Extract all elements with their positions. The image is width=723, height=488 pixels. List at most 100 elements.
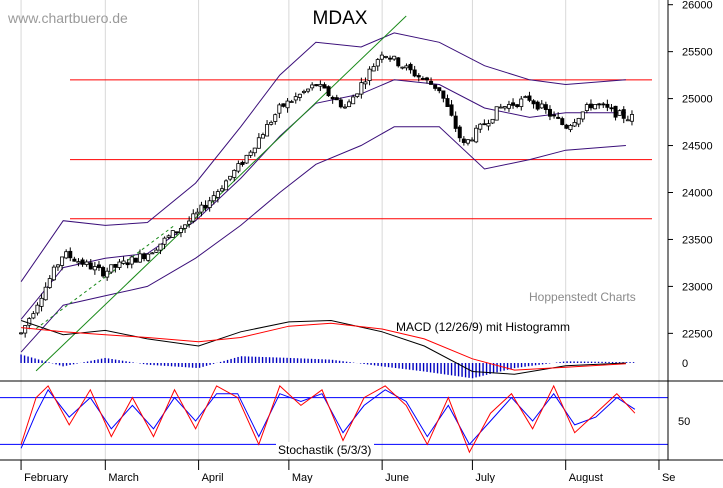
candle-body (515, 104, 520, 107)
candle-body (564, 124, 569, 129)
candle-body (248, 151, 253, 156)
candle-body (334, 97, 339, 101)
candle-body (412, 69, 417, 77)
stoch-label: Stochastik (5/3/3) (278, 443, 371, 457)
x-tick-label: Se (662, 472, 675, 483)
candle-body (478, 123, 483, 130)
candle-body (318, 83, 323, 87)
candle-body (178, 228, 183, 233)
candle-body (392, 55, 397, 60)
x-tick-label: February (24, 472, 69, 483)
candle-body (285, 100, 290, 109)
candle-body (330, 96, 335, 100)
candle-body (363, 81, 368, 85)
candle-body (72, 258, 77, 262)
candle-body (35, 304, 40, 314)
candle-body (375, 59, 380, 67)
candle-body (43, 286, 48, 301)
candle-body (224, 180, 229, 191)
candle-body (359, 82, 364, 95)
candle-body (19, 332, 24, 335)
candle-body (531, 100, 536, 105)
candle-body (326, 86, 331, 97)
candle-body (129, 256, 134, 265)
macd-tick-label: 0 (682, 358, 688, 370)
candle-body (203, 204, 208, 209)
candle-body (191, 213, 196, 222)
candle-body (527, 95, 532, 101)
candle-body (490, 118, 495, 124)
bollinger-upper-band (20, 32, 626, 282)
candle-body (342, 106, 347, 109)
credit-label: Hoppenstedt Charts (529, 290, 636, 304)
trendline (35, 15, 407, 372)
candle-body (158, 243, 163, 251)
candle-body (121, 260, 126, 264)
candle-body (400, 66, 405, 69)
candle-body (105, 270, 110, 278)
candle-body (379, 54, 384, 60)
candle-body (142, 253, 147, 260)
candle-body (506, 104, 511, 109)
candle-body (297, 93, 302, 98)
candle-body (322, 84, 327, 89)
candle-body (420, 78, 425, 80)
candle-body (256, 137, 261, 149)
candle-body (166, 235, 171, 238)
x-tick-label: April (202, 472, 224, 483)
candle-body (404, 65, 409, 69)
candle-body (23, 325, 28, 334)
candle-body (310, 84, 315, 89)
candle-body (273, 114, 278, 122)
candle-body (269, 121, 274, 125)
candle-body (96, 264, 101, 269)
candle-body (60, 256, 65, 266)
bollinger-middle-band (20, 79, 626, 320)
candle-body (293, 96, 298, 101)
stoch-label-bg (276, 442, 374, 457)
candle-body (449, 104, 454, 116)
x-tick-label: May (292, 472, 313, 483)
candle-body (584, 104, 589, 112)
candle-body (76, 261, 81, 264)
candle-body (470, 139, 475, 142)
y-tick-label: 24500 (682, 141, 713, 153)
candle-body (301, 90, 306, 93)
candle-body (543, 104, 548, 110)
x-tick-label: August (569, 472, 603, 483)
candle-body (314, 84, 319, 87)
candle-body (39, 297, 44, 307)
candle-body (88, 262, 93, 270)
candle-body (289, 101, 294, 103)
candle-body (424, 77, 429, 81)
candle-body (199, 204, 204, 213)
candle-body (277, 104, 282, 114)
candle-body (601, 103, 606, 106)
candle-body (396, 57, 401, 67)
candle-body (51, 266, 56, 281)
candle-body (625, 119, 630, 122)
candle-body (580, 111, 585, 120)
candle-body (187, 220, 192, 225)
candle-body (539, 103, 544, 109)
candle-body (113, 264, 118, 268)
candle-body (215, 191, 220, 198)
y-tick-label: 23000 (682, 281, 713, 293)
candle-body (597, 103, 602, 106)
x-tick-label: July (475, 472, 495, 483)
candle-body (207, 200, 212, 208)
candle-body (572, 122, 577, 127)
macd-panel (20, 319, 635, 379)
stoch-k-line (20, 384, 636, 454)
candle-body (437, 87, 442, 92)
candle-body (174, 231, 179, 234)
candle-body (486, 123, 491, 127)
candle-body (170, 230, 175, 238)
candle-body (211, 195, 216, 202)
candle-body (355, 93, 360, 97)
candle-body (27, 318, 32, 326)
candle-body (195, 211, 200, 215)
candle-body (453, 115, 458, 129)
candle-body (125, 262, 130, 266)
